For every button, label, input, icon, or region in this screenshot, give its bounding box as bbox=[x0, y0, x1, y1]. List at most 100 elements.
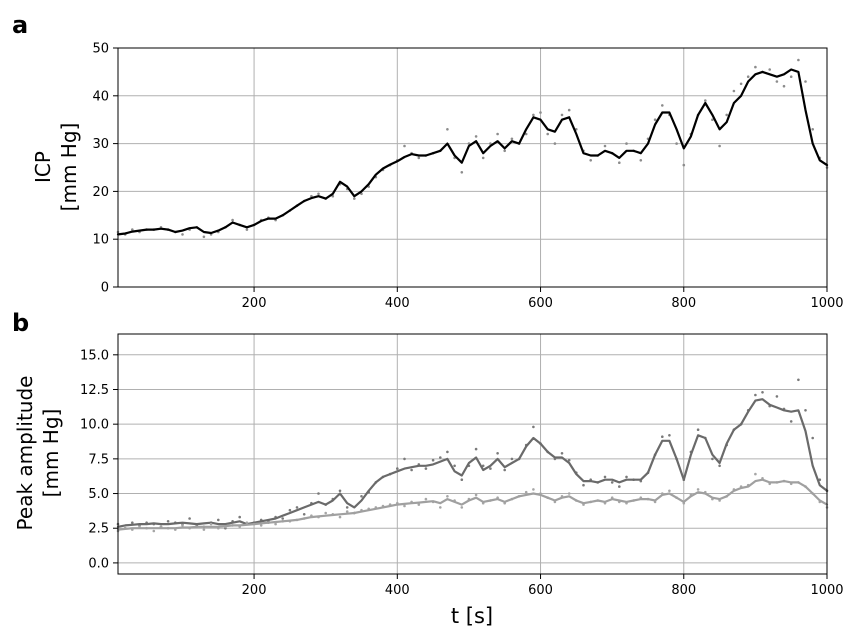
panel-a-series-0-point bbox=[245, 228, 249, 231]
panel-a-series-0-point bbox=[782, 84, 786, 88]
panel-b-series-2-point bbox=[403, 504, 406, 508]
panel-a-series-0-point bbox=[181, 233, 184, 236]
panel-a-series-0-point bbox=[539, 111, 542, 114]
panel-a-series-0-point bbox=[524, 132, 528, 136]
panel-a-letter: a bbox=[12, 11, 28, 39]
panel-b-series-1-line bbox=[116, 398, 829, 528]
panel-b-xtick-label: 600 bbox=[528, 583, 553, 598]
panel-b-ytick-label: 7.5 bbox=[88, 452, 109, 467]
panel-b-frame bbox=[117, 333, 828, 575]
panel-a-ticks: 200 400 600 800 1000 0 10 20 30 40 50 bbox=[92, 42, 843, 312]
panel-b-ytick-label: 2.5 bbox=[88, 522, 109, 537]
panel-b-series-2-point bbox=[202, 528, 206, 531]
panel-b-series-2-point bbox=[345, 510, 349, 513]
panel-a-series-0-point bbox=[804, 80, 807, 83]
panel-a-series-0-point bbox=[589, 159, 592, 162]
panel-b-series-0-point bbox=[302, 513, 306, 516]
panel-a-ytick-label: 50 bbox=[92, 42, 109, 57]
panel-b-series-0-point bbox=[610, 481, 614, 484]
panel-b-series-0-point bbox=[217, 518, 220, 522]
panel-b-series-0-point bbox=[625, 475, 628, 479]
panel-a-series-0-point bbox=[811, 128, 814, 131]
panel-b-series-0-point bbox=[618, 485, 621, 488]
panel-a-series-0-point bbox=[231, 218, 234, 222]
panel-a-series-0-point bbox=[202, 235, 206, 239]
panel-a-series-0-point bbox=[639, 159, 643, 162]
panel-a-series-0-point bbox=[704, 99, 707, 102]
panel-a-series-0-point bbox=[446, 128, 449, 131]
panel-b-series-0-point bbox=[396, 467, 399, 470]
panel-b-xtick-label: 400 bbox=[385, 583, 410, 598]
panel-a-ytick-label: 0 bbox=[101, 281, 109, 296]
panel-b-ytick-label: 5.0 bbox=[88, 487, 109, 502]
panel-b-series-0-point bbox=[797, 378, 800, 382]
panel-a-series-0-point bbox=[746, 75, 750, 78]
panel-b-series-0-point bbox=[403, 457, 406, 461]
panel-b-ytick-label: 0.0 bbox=[88, 556, 109, 571]
panel-a-series-0-point bbox=[317, 192, 320, 196]
panel-a-series-0-point bbox=[474, 135, 478, 138]
panel-b-series-0-point bbox=[453, 464, 456, 468]
panel-b-series-2-point bbox=[567, 492, 571, 495]
panel-b-series-2-point bbox=[668, 489, 671, 493]
panel-a-series-0-point bbox=[131, 228, 134, 231]
panel-b-series-2-point bbox=[181, 524, 184, 527]
panel-b-series-0-point bbox=[317, 492, 320, 495]
panel-b-series-3-line bbox=[116, 478, 829, 531]
panel-b-series-0-point bbox=[360, 495, 363, 498]
panel-b-series-0-point bbox=[410, 468, 413, 472]
panel-b-series-0-point bbox=[532, 425, 535, 429]
panel-a-frame bbox=[117, 47, 828, 288]
panel-a-series bbox=[116, 58, 829, 239]
panel-b-series-0-point bbox=[345, 506, 349, 509]
panel-b-series-0-point bbox=[711, 457, 714, 461]
panel-b-series-0-point bbox=[567, 458, 571, 462]
panel-a-series-0-point bbox=[739, 82, 743, 86]
panel-b-series bbox=[116, 378, 829, 533]
panel-b-series-0-point bbox=[560, 452, 564, 455]
panel-b-series-0-point bbox=[188, 517, 191, 520]
panel-a-series-0-point bbox=[789, 75, 793, 78]
panel-a-series-0-point bbox=[567, 108, 571, 112]
panel-a-series-0-point bbox=[661, 104, 664, 107]
panel-b-series-0-point bbox=[775, 395, 779, 398]
panel-b-series-0-point bbox=[446, 450, 449, 454]
panel-b-series-0-point bbox=[474, 447, 478, 451]
panel-a-xtick-label: 800 bbox=[671, 296, 696, 311]
panel-a-series-0-point bbox=[618, 161, 621, 164]
panel-a-series-0-point bbox=[553, 142, 557, 145]
panel-a-series-0-point bbox=[496, 132, 499, 136]
panel-b-series-0-point bbox=[789, 420, 793, 423]
panel-a-series-0-point bbox=[732, 89, 736, 93]
panel-b-series-2-point bbox=[417, 503, 421, 506]
panel-b-series-0-point bbox=[481, 464, 485, 468]
panel-b-series-0-point bbox=[603, 475, 607, 479]
panel-b-series-0-point bbox=[295, 506, 299, 509]
panel-b-series-2-point bbox=[152, 529, 156, 533]
panel-b-series-2-point bbox=[324, 511, 328, 515]
panel-b-series-2-point bbox=[474, 493, 478, 497]
panel-a-series-0-point bbox=[403, 144, 406, 148]
panel-b-series-2-point bbox=[274, 522, 277, 526]
panel-b-xtick-label: 1000 bbox=[810, 583, 843, 598]
panel-b-series-0-point bbox=[668, 434, 671, 437]
panel-b-grid bbox=[118, 334, 828, 574]
panel-b-ticks: 200 400 600 800 1000 0.0 2.5 5.0 7.5 10.0 12.5 15.0 bbox=[80, 348, 844, 598]
panel-b: b 200 400 600 800 1000 0.0 2.5 5.0 7.5 10.0 12.5 15… bbox=[12, 309, 844, 628]
panel-b-series-0-point bbox=[510, 457, 514, 461]
panel-a-series-0-point bbox=[768, 68, 771, 71]
panel-a-ytick-label: 10 bbox=[92, 233, 109, 248]
panel-b-series-0-point bbox=[811, 436, 814, 440]
panel-a-series-0-point bbox=[417, 156, 421, 160]
panel-b-series-0-point bbox=[166, 520, 170, 523]
panel-a-ylabel-line2: [mm Hg] bbox=[57, 123, 81, 212]
panel-b-series-0-point bbox=[582, 483, 585, 487]
panel-b-ylabel-line2: [mm Hg] bbox=[39, 409, 63, 498]
panel-a-series-0-point bbox=[797, 58, 800, 62]
panel-b-series-0-point bbox=[496, 452, 499, 455]
panel-b-series-0-point bbox=[696, 428, 700, 432]
panel-b-series-0-point bbox=[661, 435, 664, 439]
panel-a-grid bbox=[118, 47, 828, 288]
panel-b-ylabel-line1: Peak amplitude bbox=[13, 376, 37, 531]
panel-b-ytick-label: 12.5 bbox=[80, 383, 109, 398]
